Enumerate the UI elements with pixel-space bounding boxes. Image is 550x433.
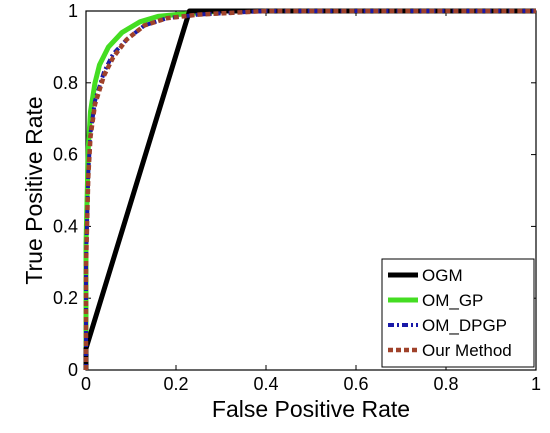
x-tick-label: 0.8 [433,374,458,394]
x-axis-label: False Positive Rate [212,396,410,422]
y-tick-label: 1 [68,1,78,21]
y-tick-label: 0.8 [53,73,78,93]
y-tick-label: 0 [68,360,78,380]
legend-label: OM_DPGP [422,316,507,335]
series-line-our-method [83,8,536,370]
y-tick-label: 0.2 [53,288,78,308]
legend-label: Our Method [422,341,512,360]
legend-label: OM_GP [422,291,483,310]
legend: OGM OM_GP OM_DPGP Our Method [381,258,535,368]
legend-label: OGM [422,266,463,285]
x-tick-label: 0.6 [343,374,368,394]
axes: 0 0.2 0.4 0.6 0.8 1 0 0.2 0.4 0.6 0.8 1 [53,1,541,394]
x-tick-label: 0 [81,374,91,394]
x-tick-label: 0.2 [163,374,188,394]
y-tick-label: 0.4 [53,216,78,236]
y-axis-label: True Positive Rate [21,96,47,284]
x-tick-label: 0.4 [253,374,278,394]
series-lines [83,8,536,370]
y-tick-label: 0.6 [53,145,78,165]
x-tick-label: 1 [531,374,541,394]
